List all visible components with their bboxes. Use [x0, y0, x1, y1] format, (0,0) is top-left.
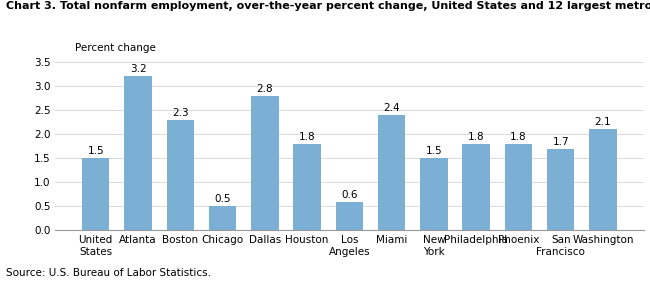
Text: 2.8: 2.8	[257, 84, 273, 94]
Bar	[462, 144, 490, 230]
Text: 0.5: 0.5	[214, 194, 231, 204]
Text: 1.5: 1.5	[426, 146, 442, 156]
Bar	[293, 144, 321, 230]
Bar	[420, 158, 448, 230]
Text: 0.6: 0.6	[341, 190, 358, 200]
Bar	[251, 96, 279, 230]
Text: 2.1: 2.1	[595, 117, 612, 127]
Text: Chart 3. Total nonfarm employment, over-the-year percent change, United States a: Chart 3. Total nonfarm employment, over-…	[6, 1, 650, 12]
Bar	[590, 129, 617, 230]
Bar	[82, 158, 109, 230]
Text: 3.2: 3.2	[130, 64, 146, 74]
Text: Percent change: Percent change	[75, 43, 155, 53]
Bar	[505, 144, 532, 230]
Bar	[547, 149, 575, 230]
Text: 2.3: 2.3	[172, 108, 188, 118]
Bar	[378, 115, 406, 230]
Text: 2.4: 2.4	[384, 103, 400, 113]
Text: 1.7: 1.7	[552, 137, 569, 147]
Bar	[166, 120, 194, 230]
Text: 1.8: 1.8	[468, 132, 484, 142]
Text: 1.5: 1.5	[87, 146, 104, 156]
Bar	[335, 201, 363, 230]
Bar	[209, 206, 237, 230]
Text: Source: U.S. Bureau of Labor Statistics.: Source: U.S. Bureau of Labor Statistics.	[6, 268, 211, 278]
Text: 1.8: 1.8	[510, 132, 526, 142]
Bar	[124, 76, 151, 230]
Text: 1.8: 1.8	[299, 132, 315, 142]
